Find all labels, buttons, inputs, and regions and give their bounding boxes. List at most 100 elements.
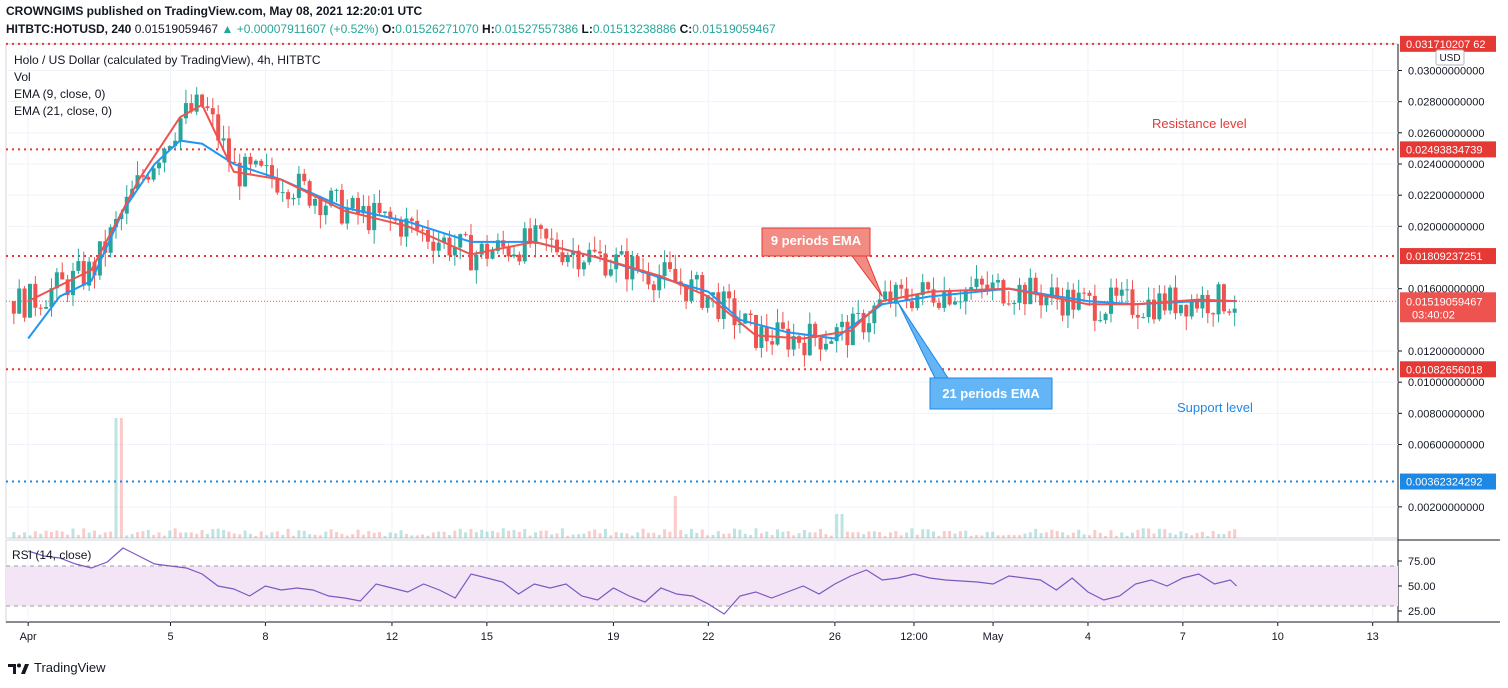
candle-body bbox=[1039, 294, 1044, 306]
candle-body bbox=[909, 301, 914, 309]
volume-bar bbox=[727, 533, 731, 538]
volume-bar bbox=[819, 528, 823, 538]
candle-body bbox=[60, 272, 65, 280]
candle-body bbox=[1141, 317, 1146, 319]
candle-body bbox=[710, 292, 715, 296]
volume-bar bbox=[55, 530, 59, 538]
volume-bar bbox=[528, 535, 532, 538]
volume-bar bbox=[1055, 531, 1059, 538]
volume-bar bbox=[964, 530, 968, 538]
candle-body bbox=[490, 250, 495, 259]
volume-bar bbox=[28, 535, 32, 538]
level-price-badge bbox=[1400, 35, 1496, 52]
volume-bar bbox=[33, 531, 37, 538]
candle-body bbox=[442, 237, 447, 243]
volume-bar bbox=[878, 532, 882, 538]
candle-body bbox=[673, 268, 678, 282]
volume-bar bbox=[1018, 535, 1022, 538]
volume-bar bbox=[1168, 532, 1172, 538]
volume-bar bbox=[679, 530, 683, 538]
volume-bar bbox=[1233, 529, 1237, 538]
candle-body bbox=[1082, 292, 1087, 294]
candle-body bbox=[92, 261, 97, 276]
volume-bar bbox=[12, 532, 16, 538]
volume-bar bbox=[1050, 529, 1054, 538]
candle-body bbox=[802, 342, 807, 356]
candle-body bbox=[420, 229, 425, 231]
volume-bar bbox=[200, 530, 204, 538]
volume-bar bbox=[1071, 532, 1075, 538]
volume-bar bbox=[808, 532, 812, 538]
volume-bar bbox=[555, 533, 559, 538]
candle-body bbox=[1060, 298, 1065, 316]
candle-body bbox=[893, 284, 898, 304]
volume-bar bbox=[1023, 533, 1027, 538]
candle-body bbox=[1227, 311, 1232, 313]
volume-bar bbox=[308, 534, 312, 538]
volume-bar bbox=[948, 530, 952, 538]
candle-body bbox=[221, 138, 226, 141]
candle-body bbox=[840, 321, 845, 328]
candle-body bbox=[786, 328, 791, 350]
currency-badge bbox=[1435, 49, 1465, 66]
candle-body bbox=[834, 327, 839, 342]
candle-body bbox=[1152, 299, 1157, 320]
volume-bar bbox=[872, 531, 876, 538]
volume-bar bbox=[652, 532, 656, 538]
volume-bar bbox=[1044, 532, 1048, 538]
volume-bar bbox=[162, 535, 166, 538]
volume-bar bbox=[1141, 528, 1145, 538]
volume-bar bbox=[765, 531, 769, 538]
volume-bar bbox=[539, 530, 543, 538]
x-tick-label: 5 bbox=[167, 631, 173, 643]
rsi-band bbox=[6, 566, 1398, 606]
volume-bar bbox=[184, 532, 188, 538]
candle-body bbox=[888, 291, 893, 304]
candle-body bbox=[619, 251, 624, 255]
candle-body bbox=[657, 276, 662, 291]
legend-rsi: RSI (14, close) bbox=[12, 548, 92, 562]
countdown-label: 03:40:02 bbox=[1412, 309, 1455, 321]
candle-body bbox=[17, 288, 22, 314]
ohlc-bar: HITBTC:HOTUSD, 240 0.01519059467 ▲ +0.00… bbox=[6, 22, 776, 36]
candle-body bbox=[1184, 304, 1189, 317]
candle-body bbox=[797, 336, 802, 343]
volume-bar bbox=[969, 535, 973, 538]
candle-body bbox=[44, 306, 49, 309]
footer-brand[interactable]: TradingView bbox=[8, 660, 106, 675]
volume-bar bbox=[1034, 528, 1038, 538]
volume-bar bbox=[243, 530, 247, 538]
candle-body bbox=[382, 211, 387, 213]
volume-bar bbox=[66, 534, 70, 538]
volume-bar bbox=[152, 534, 156, 538]
volume-bar bbox=[173, 528, 177, 538]
level-price-badge bbox=[1400, 473, 1496, 490]
level-price-label: 0.01809237251 bbox=[1406, 251, 1482, 263]
publisher-line: CROWNGIMS published on TradingView.com, … bbox=[6, 4, 423, 18]
candle-body bbox=[861, 312, 866, 333]
volume-bar bbox=[668, 531, 672, 538]
volume-bar bbox=[205, 533, 209, 538]
high-label: H: bbox=[482, 22, 495, 36]
volume-bar bbox=[1028, 532, 1032, 538]
level-price-label: 0.031710207 62 bbox=[1406, 39, 1486, 51]
candle-body bbox=[1232, 308, 1237, 313]
candle-body bbox=[807, 323, 812, 356]
candle-body bbox=[1087, 292, 1092, 296]
candle-body bbox=[237, 162, 242, 187]
volume-bar bbox=[991, 531, 995, 538]
volume-bar bbox=[550, 534, 554, 538]
volume-bar bbox=[835, 514, 839, 538]
volume-bar bbox=[49, 532, 53, 538]
volume-bar bbox=[125, 535, 129, 538]
volume-bar bbox=[39, 533, 43, 538]
volume-bar bbox=[286, 528, 290, 538]
rsi-tick-label: 75.00 bbox=[1408, 556, 1436, 568]
volume-bar bbox=[1195, 532, 1199, 538]
rsi-tick-label: 25.00 bbox=[1408, 606, 1436, 618]
candle-body bbox=[936, 302, 941, 308]
candle-body bbox=[1092, 295, 1097, 321]
candle-body bbox=[856, 312, 861, 314]
candle-body bbox=[969, 287, 974, 290]
